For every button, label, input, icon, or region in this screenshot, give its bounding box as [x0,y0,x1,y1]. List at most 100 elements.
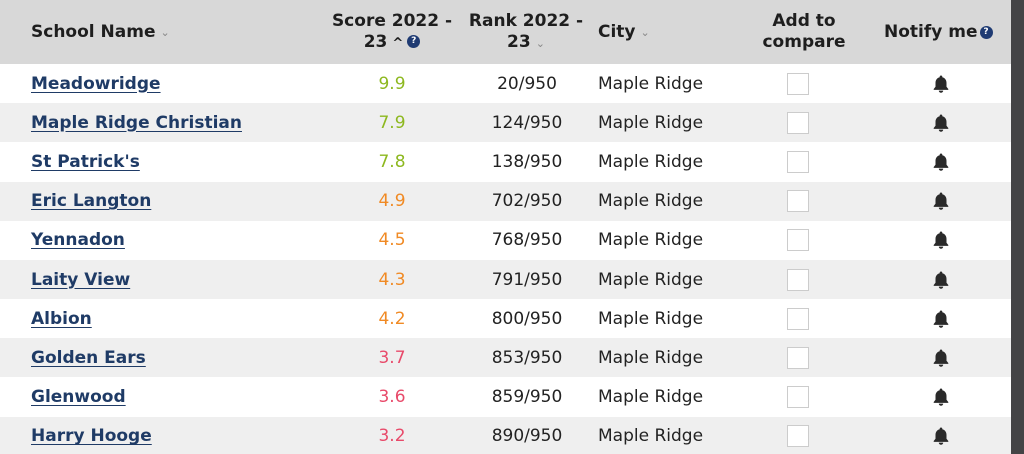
score-value: 4.2 [378,308,406,329]
notify-cell [932,260,950,299]
add-to-compare-checkbox[interactable] [787,111,809,134]
school-name-link[interactable]: Laity View [31,269,131,290]
city-value: Maple Ridge [598,191,704,212]
school-name-link[interactable]: Golden Ears [31,347,146,368]
compare-cell [787,64,809,103]
school-name-link[interactable]: Harry Hooge [31,426,152,447]
column-header-city[interactable]: City ⌄ [598,0,650,64]
score-cell: 7.9 [322,103,462,142]
school-name-cell: Maple Ridge Christian [31,103,242,142]
bell-icon[interactable] [932,113,950,133]
add-to-compare-checkbox[interactable] [787,190,809,213]
rank-value: 124/950 [491,112,563,133]
rank-cell: 890/950 [462,417,592,454]
school-name-header-label: School Name [31,21,156,42]
city-cell: Maple Ridge [598,64,703,103]
city-value: Maple Ridge [598,230,704,251]
city-cell: Maple Ridge [598,103,703,142]
school-name-cell: Albion [31,299,92,338]
bell-icon[interactable] [932,191,950,211]
city-value: Maple Ridge [598,269,704,290]
score-cell: 9.9 [322,64,462,103]
compare-cell [787,338,809,377]
city-cell: Maple Ridge [598,142,703,181]
score-value: 7.9 [378,112,406,133]
bell-icon[interactable] [932,387,950,407]
column-header-school-name[interactable]: School Name ⌄ [31,0,170,64]
chevron-down-icon: ⌄ [160,25,170,39]
rank-value: 20/950 [497,73,557,94]
score-cell: 3.2 [322,417,462,454]
school-name-link[interactable]: Glenwood [31,387,126,408]
score-value: 4.9 [378,191,406,212]
add-to-compare-checkbox[interactable] [787,268,809,291]
bell-icon[interactable] [932,309,950,329]
column-header-compare: Add to compare [745,0,863,64]
compare-cell [787,142,809,181]
sort-ascending-icon: ^ [392,35,404,51]
compare-cell [787,417,809,454]
add-to-compare-checkbox[interactable] [787,386,809,409]
bell-icon[interactable] [932,152,950,172]
school-name-link[interactable]: Albion [31,308,92,329]
school-name-link[interactable]: Meadowridge [31,73,161,94]
column-header-rank[interactable]: Rank 2022 - 23 ⌄ [462,0,590,64]
score-value: 3.6 [378,387,406,408]
city-cell: Maple Ridge [598,378,703,417]
city-cell: Maple Ridge [598,260,703,299]
notify-cell [932,338,950,377]
school-name-cell: Eric Langton [31,182,151,221]
school-name-link[interactable]: Eric Langton [31,191,152,212]
bell-icon[interactable] [932,426,950,446]
rank-cell: 859/950 [462,378,592,417]
rank-cell: 853/950 [462,338,592,377]
bell-icon[interactable] [932,270,950,290]
info-icon[interactable]: ? [979,25,993,39]
table-row: St Patrick's 7.8 138/950 Maple Ridge [0,142,1011,181]
compare-cell [787,182,809,221]
rank-cell: 791/950 [462,260,592,299]
column-header-score[interactable]: Score 2022 - 23 ^? [322,0,462,64]
bell-icon[interactable] [932,348,950,368]
score-cell: 4.9 [322,182,462,221]
compare-cell [787,299,809,338]
score-cell: 4.3 [322,260,462,299]
compare-header-label-line1: Add to [772,11,836,31]
add-to-compare-checkbox[interactable] [787,307,809,330]
school-name-link[interactable]: St Patrick's [31,151,140,172]
city-value: Maple Ridge [598,308,704,329]
school-name-cell: Meadowridge [31,64,161,103]
city-value: Maple Ridge [598,347,704,368]
score-value: 4.3 [378,269,406,290]
table-row: Harry Hooge 3.2 890/950 Maple Ridge [0,416,1011,454]
score-cell: 3.6 [322,378,462,417]
rank-header-label-line1: Rank 2022 - [468,10,584,31]
school-name-cell: Glenwood [31,378,126,417]
bell-icon[interactable] [932,74,950,94]
bell-icon[interactable] [932,230,950,250]
add-to-compare-checkbox[interactable] [787,346,809,369]
compare-cell [787,378,809,417]
compare-header-label-line2: compare [762,32,846,52]
add-to-compare-checkbox[interactable] [787,150,809,173]
notify-cell [932,182,950,221]
rank-cell: 124/950 [462,103,592,142]
add-to-compare-checkbox[interactable] [787,425,809,448]
rank-header-label-line2: 23 [507,31,531,52]
add-to-compare-checkbox[interactable] [787,72,809,95]
notify-cell [932,221,950,260]
score-value: 9.9 [378,73,406,94]
rank-value: 890/950 [491,426,563,447]
info-icon[interactable]: ? [407,35,421,48]
notify-cell [932,142,950,181]
table-row: Maple Ridge Christian 7.9 124/950 Maple Rid… [0,103,1011,143]
table-header: School Name ⌄ Score 2022 - 23 ^? Rank 202… [0,0,1011,64]
score-value: 4.5 [378,230,406,251]
school-name-link[interactable]: Yennadon [31,230,125,251]
school-name-link[interactable]: Maple Ridge Christian [31,112,242,133]
rank-value: 791/950 [491,269,563,290]
city-value: Maple Ridge [598,73,704,94]
add-to-compare-checkbox[interactable] [787,229,809,252]
city-cell: Maple Ridge [598,299,703,338]
rank-cell: 800/950 [462,299,592,338]
